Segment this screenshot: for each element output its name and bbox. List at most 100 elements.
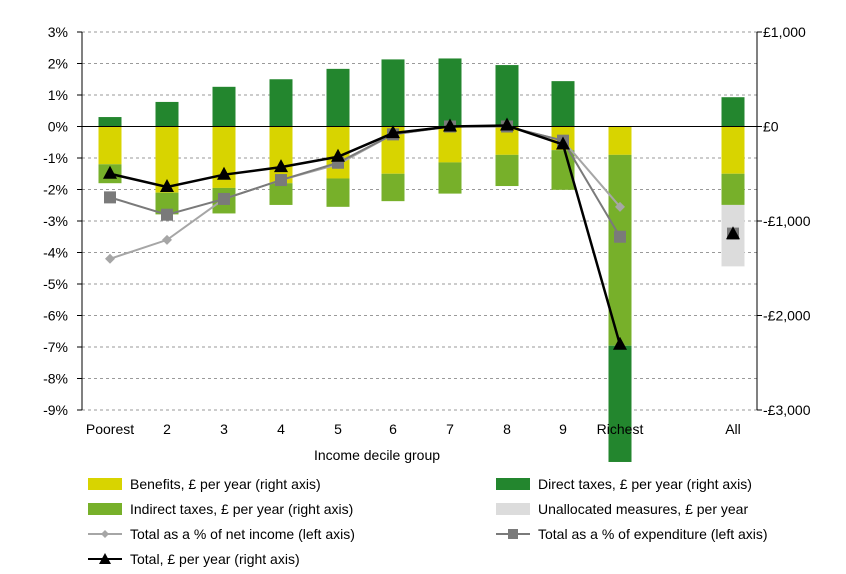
bar-benefits	[438, 126, 462, 163]
bar-direct-taxes	[438, 58, 462, 127]
left-tick-label: -7%	[43, 339, 68, 355]
left-tick-label: 3%	[48, 24, 68, 40]
left-tick-label: -4%	[43, 245, 68, 261]
right-tick-label: -£1,000	[763, 213, 811, 229]
point-triangle	[274, 159, 288, 173]
left-tick-label: -8%	[43, 371, 68, 387]
legend-item-indirect-taxes: Indirect taxes, £ per year (right axis)	[88, 499, 353, 519]
legend-label-benefits: Benefits, £ per year (right axis)	[130, 476, 321, 492]
x-tick-label: 5	[334, 421, 342, 437]
x-tick-label: All	[725, 421, 741, 437]
x-tick-label: 2	[163, 421, 171, 437]
bar-direct-taxes	[721, 97, 745, 127]
legend-marker-diamond-icon	[88, 527, 122, 541]
legend-label-pct-income: Total as a % of net income (left axis)	[130, 526, 355, 542]
chart: 3% 2% 1% 0% -1% -2% -3% -4% -5% -6% -7% -8% -9% £1,00…	[43, 24, 811, 463]
bar-direct-taxes	[381, 59, 405, 127]
bar-direct-taxes	[495, 65, 519, 127]
legend-item-pct-income: Total as a % of net income (left axis)	[88, 524, 355, 544]
legend-label-pct-expenditure: Total as a % of expenditure (left axis)	[538, 526, 768, 542]
left-tick-label: 1%	[48, 87, 68, 103]
bar-indirect-taxes	[608, 154, 632, 346]
x-tick-label: 4	[277, 421, 285, 437]
left-tick-label: -2%	[43, 182, 68, 198]
point-triangle	[386, 125, 400, 139]
point-triangle	[160, 178, 174, 192]
left-tick-label: -3%	[43, 213, 68, 229]
point-square	[104, 191, 116, 204]
x-tick-label: 6	[389, 421, 397, 437]
bar-direct-taxes	[551, 81, 575, 127]
x-tick-label: 9	[559, 421, 567, 437]
left-tick-label: 2%	[48, 56, 68, 72]
bar-benefits	[98, 126, 122, 165]
bar-indirect-taxes	[721, 173, 745, 205]
point-square	[275, 174, 287, 187]
point-triangle	[613, 336, 627, 350]
bar-indirect-taxes	[551, 150, 575, 190]
legend-label-indirect-taxes: Indirect taxes, £ per year (right axis)	[130, 501, 354, 517]
legend-item-direct-taxes: Direct taxes, £ per year (right axis)	[496, 474, 752, 494]
right-tick-label: -£2,000	[763, 308, 811, 324]
x-tick-label: 3	[220, 421, 228, 437]
x-tick-label: Richest	[597, 421, 644, 437]
bar-direct-taxes	[212, 86, 236, 127]
bar-indirect-taxes	[438, 162, 462, 194]
bar-indirect-taxes	[326, 178, 350, 207]
point-diamond	[162, 234, 172, 245]
left-tick-label: -9%	[43, 402, 68, 418]
right-tick-label: £1,000	[763, 24, 806, 40]
line-square	[109, 125, 621, 238]
legend-label-direct-taxes: Direct taxes, £ per year (right axis)	[538, 476, 752, 492]
point-square	[161, 208, 173, 221]
legend-item-benefits: Benefits, £ per year (right axis)	[88, 474, 321, 494]
x-tick-label: Poorest	[86, 421, 134, 437]
x-tick-label: 8	[503, 421, 511, 437]
point-square	[614, 230, 626, 243]
point-triangle	[556, 136, 570, 150]
legend-item-pct-expenditure: Total as a % of expenditure (left axis)	[496, 524, 768, 544]
bar-benefits	[495, 126, 519, 155]
tick-labels: 3% 2% 1% 0% -1% -2% -3% -4% -5% -6% -7% -8% -9% £1,00…	[43, 24, 811, 437]
x-axis-label: Income decile group	[314, 447, 440, 463]
legend-swatch-unallocated	[496, 503, 530, 515]
point-triangle	[443, 118, 457, 132]
point-triangle	[726, 226, 740, 240]
bar-direct-taxes	[269, 79, 293, 127]
bar-benefits	[608, 126, 632, 155]
point-triangle	[217, 166, 231, 180]
bar-benefits	[155, 126, 179, 193]
series-lines	[103, 117, 740, 350]
x-tick-label: 7	[446, 421, 454, 437]
gridlines	[82, 31, 757, 411]
axes	[77, 31, 762, 411]
legend-swatch-direct-taxes	[496, 478, 530, 490]
legend-marker-square-icon	[496, 527, 530, 541]
point-triangle	[500, 117, 514, 131]
point-triangle	[331, 148, 345, 162]
line-triangle	[109, 124, 622, 346]
legend-item-unallocated: Unallocated measures, £ per year	[496, 499, 748, 519]
bar-indirect-taxes	[269, 183, 293, 205]
bar-direct-taxes	[155, 101, 179, 127]
bar-direct-taxes	[608, 345, 632, 462]
legend-item-total: Total, £ per year (right axis)	[88, 549, 300, 569]
point-triangle	[103, 165, 117, 179]
point-square	[218, 192, 230, 205]
right-tick-label: £0	[763, 119, 779, 135]
left-tick-label: -5%	[43, 276, 68, 292]
bar-direct-taxes	[326, 68, 350, 127]
legend-swatch-benefits	[88, 478, 122, 490]
left-tick-label: 0%	[48, 119, 68, 135]
bar-benefits	[721, 126, 745, 174]
point-diamond	[615, 201, 625, 212]
legend-swatch-indirect-taxes	[88, 503, 122, 515]
bar-benefits	[212, 126, 236, 188]
left-tick-label: -6%	[43, 308, 68, 324]
bar-direct-taxes	[98, 117, 122, 127]
bars	[98, 58, 745, 462]
legend-marker-triangle-icon	[88, 552, 122, 566]
legend-label-unallocated: Unallocated measures, £ per year	[538, 501, 749, 517]
bar-indirect-taxes	[495, 154, 519, 187]
point-diamond	[105, 253, 115, 264]
